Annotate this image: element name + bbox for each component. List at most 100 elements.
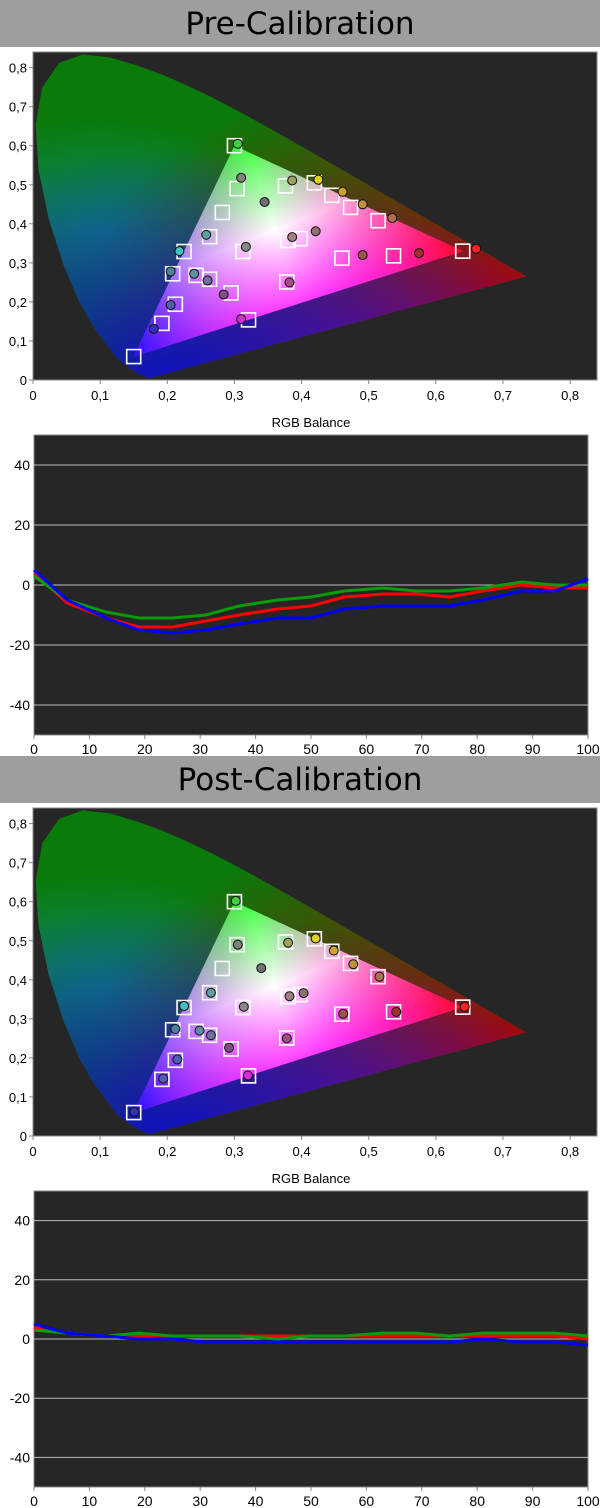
measured-point: [230, 895, 241, 906]
target-marker: [229, 936, 245, 953]
x-tick-label: 0,7: [494, 1144, 512, 1159]
target-marker: [229, 180, 245, 197]
measured-point: [148, 323, 159, 334]
target-marker: [176, 999, 192, 1016]
target-marker: [235, 999, 251, 1016]
measured-point: [236, 172, 247, 183]
target-marker: [278, 1030, 295, 1046]
x-tick-label: 0,2: [158, 1144, 176, 1159]
target-marker: [223, 1041, 239, 1057]
measured-point: [224, 1042, 235, 1053]
measured-point: [284, 991, 295, 1002]
measured-point: [172, 1054, 183, 1065]
measured-point: [348, 959, 359, 970]
section-title-post: Post-Calibration: [177, 761, 423, 798]
x-tick-label: 40: [248, 1493, 264, 1508]
y-tick-label: 0,2: [9, 295, 27, 310]
section-banner-pre: Pre-Calibration: [0, 0, 600, 47]
measured-point: [170, 1024, 181, 1035]
x-tick-label: 0,5: [360, 1144, 378, 1159]
y-tick-label: 0,6: [9, 895, 27, 910]
cie-diagram-pre: 0 0,1 0,2 0,3 0,4 0,5 0,6 0,7 0,8 0 0,1 0,2 0,3 0,4 0,…: [0, 47, 600, 410]
y-tick-label: 20: [14, 1272, 30, 1288]
y-tick-label: 0,8: [9, 61, 27, 76]
x-tick-label: 0,3: [225, 1144, 243, 1159]
x-tick-label: 80: [469, 741, 485, 756]
measured-point: [387, 212, 398, 223]
x-tick-label: 60: [359, 741, 375, 756]
cie-diagram-post: 0 0,1 0,2 0,3 0,4 0,5 0,6 0,7 0,8 0 0,1 0,2 0,3 0,4 0,…: [0, 803, 600, 1166]
y-tick-label: -20: [10, 637, 30, 653]
x-tick-label: 50: [303, 1493, 319, 1508]
target-marker: [214, 960, 231, 977]
y-tick-label: 0: [22, 577, 30, 593]
x-tick-label: 100: [576, 741, 600, 756]
measured-point: [232, 939, 243, 950]
y-tick-label: -40: [10, 1449, 30, 1465]
y-tick-label: 0,8: [9, 817, 27, 832]
y-tick-label: 40: [14, 457, 30, 473]
measured-point: [194, 1025, 205, 1036]
x-tick-label: 30: [192, 1493, 208, 1508]
series-line-red: [32, 571, 588, 629]
target-marker: [226, 893, 243, 910]
target-marker: [125, 1104, 142, 1121]
x-tick-label: 100: [576, 1493, 600, 1508]
y-tick-label: 40: [14, 1213, 30, 1229]
x-tick-label: 30: [192, 741, 208, 756]
series-line-green: [33, 1328, 589, 1341]
target-marker: [342, 199, 359, 216]
target-marker: [154, 315, 170, 332]
target-marker: [306, 931, 323, 947]
measured-point: [202, 275, 213, 286]
measured-point: [287, 232, 298, 243]
x-tick-label: 90: [525, 741, 541, 756]
measured-point: [218, 289, 229, 300]
x-tick-label: 0,7: [494, 388, 512, 403]
y-tick-label: 0,6: [9, 139, 27, 154]
x-tick-label: 0,5: [360, 388, 378, 403]
target-marker: [323, 187, 340, 204]
measured-point: [281, 1033, 292, 1044]
target-marker: [385, 248, 402, 264]
measured-point: [165, 266, 176, 277]
section-banner-post: Post-Calibration: [0, 756, 600, 803]
measured-point: [259, 196, 270, 207]
x-tick-label: 0,4: [293, 388, 311, 403]
y-tick-label: -40: [10, 697, 30, 713]
target-marker: [240, 1068, 257, 1084]
target-marker: [280, 988, 296, 1005]
y-tick-label: 0,3: [9, 1012, 27, 1027]
x-tick-label: 0: [29, 388, 36, 403]
measured-point: [179, 1000, 190, 1011]
x-tick-label: 0,1: [91, 388, 109, 403]
measured-point: [240, 241, 251, 252]
x-tick-label: 50: [303, 741, 319, 756]
y-tick-label: 0,5: [9, 178, 27, 193]
rgb-balance-chart-pre: RGB Balance 40 20 0 -20 -40 0 10 20 30 40 50 60 70 80 9…: [0, 410, 600, 756]
measured-point: [256, 963, 267, 974]
cie-panel-pre: 0 0,1 0,2 0,3 0,4 0,5 0,6 0,7 0,8 0 0,1 0,2 0,3 0,4 0,…: [0, 47, 600, 410]
measured-point: [284, 277, 295, 288]
measured-point: [201, 229, 212, 240]
y-tick-label: 0,2: [9, 1051, 27, 1066]
x-tick-label: 0: [30, 1493, 38, 1508]
x-tick-label: 0: [30, 741, 38, 756]
measured-point: [189, 268, 200, 279]
measured-point: [283, 937, 294, 948]
x-tick-label: 10: [82, 1493, 98, 1508]
target-marker: [334, 250, 350, 266]
measured-point: [471, 243, 482, 254]
target-marker: [334, 1006, 350, 1022]
y-tick-label: 0,1: [9, 1090, 27, 1105]
x-tick-label: 0,1: [91, 1144, 109, 1159]
measured-point: [310, 933, 321, 944]
x-tick-label: 0: [29, 1144, 36, 1159]
target-marker: [167, 1052, 184, 1069]
x-tick-label: 0,4: [293, 1144, 311, 1159]
measured-point: [129, 1106, 140, 1117]
measured-point: [310, 226, 321, 237]
measured-point: [391, 1006, 402, 1017]
y-tick-label: 0: [22, 1331, 30, 1347]
x-tick-label: 0,6: [427, 1144, 445, 1159]
